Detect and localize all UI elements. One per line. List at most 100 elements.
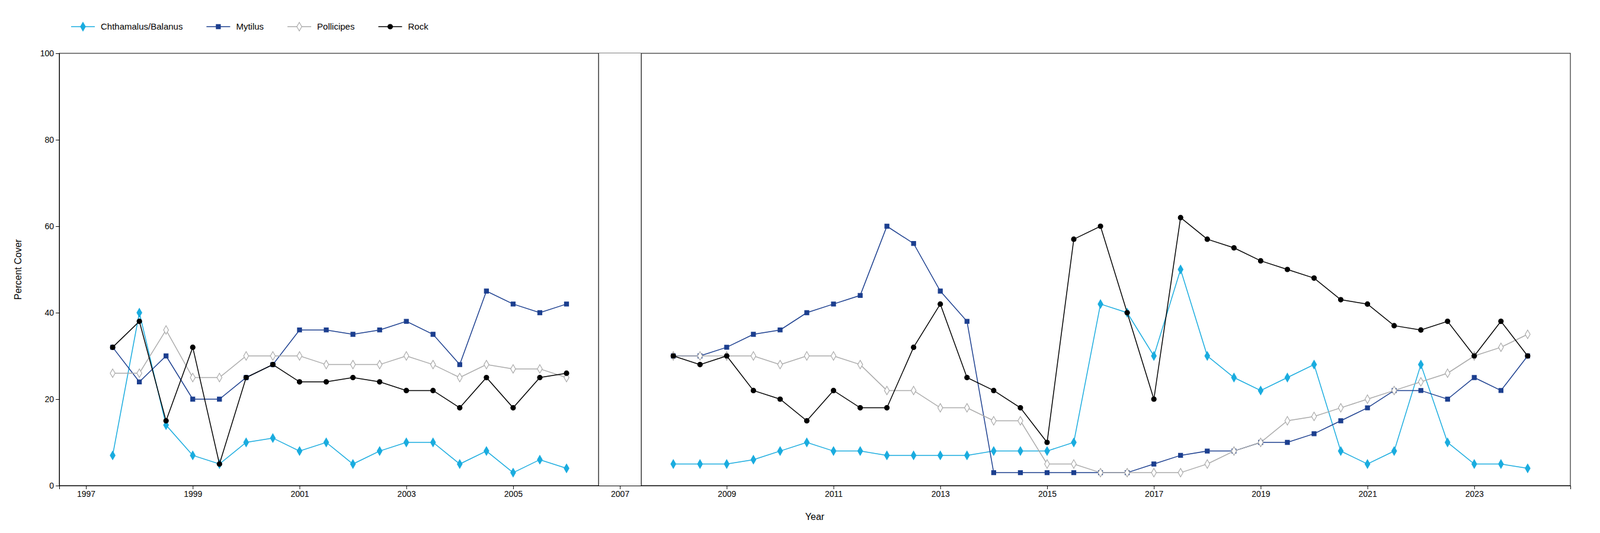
legend-label: Chthamalus/Balanus xyxy=(100,21,183,32)
point xyxy=(670,353,676,359)
point xyxy=(857,360,863,369)
point xyxy=(350,360,355,369)
point xyxy=(804,438,809,447)
line xyxy=(673,269,1528,469)
point xyxy=(190,451,195,460)
point xyxy=(457,373,463,382)
line xyxy=(112,321,567,465)
point xyxy=(296,352,302,361)
tick: 2021 xyxy=(1358,485,1378,499)
tick: 80 xyxy=(44,135,60,145)
point xyxy=(911,451,917,460)
y-axis-title: Percent Cover xyxy=(13,238,24,300)
point xyxy=(1071,459,1077,469)
point xyxy=(750,352,756,361)
point xyxy=(777,397,783,402)
point xyxy=(1525,464,1531,473)
point xyxy=(670,459,676,469)
point xyxy=(1204,352,1210,361)
point xyxy=(1044,471,1049,476)
point xyxy=(858,293,863,298)
point xyxy=(964,451,970,460)
line xyxy=(673,217,1528,443)
point xyxy=(1365,405,1370,411)
point xyxy=(296,379,302,385)
point xyxy=(1178,265,1183,274)
tick-label: 0 xyxy=(49,481,54,491)
point xyxy=(1445,397,1450,402)
point xyxy=(1098,224,1103,229)
gap-edge xyxy=(641,53,642,486)
tick-mark xyxy=(55,139,60,141)
point xyxy=(270,433,275,443)
point xyxy=(484,360,489,369)
point xyxy=(1231,245,1237,251)
point xyxy=(243,352,249,361)
point xyxy=(991,388,997,393)
series xyxy=(110,215,1531,467)
gap-edge xyxy=(597,53,599,486)
point xyxy=(510,468,516,478)
tick: 2001 xyxy=(290,485,309,499)
point xyxy=(1418,388,1423,393)
legend-symbol xyxy=(80,22,86,31)
point xyxy=(430,388,436,393)
point xyxy=(1071,237,1077,242)
tick: 2011 xyxy=(824,485,843,499)
point xyxy=(190,373,195,382)
point xyxy=(911,386,917,395)
point xyxy=(243,375,249,381)
point xyxy=(724,345,729,350)
point xyxy=(324,379,329,385)
tick-label: 2011 xyxy=(824,489,843,499)
point xyxy=(670,352,676,361)
point xyxy=(190,397,195,402)
point xyxy=(697,352,703,361)
series xyxy=(110,265,1531,478)
tick-mark xyxy=(55,53,60,54)
point xyxy=(1018,416,1023,425)
point xyxy=(831,388,837,393)
tick-label: 2009 xyxy=(717,489,736,499)
tick-label: 2023 xyxy=(1465,489,1484,499)
point xyxy=(1472,353,1477,359)
point xyxy=(804,418,809,424)
point xyxy=(110,451,115,460)
point xyxy=(484,446,489,456)
tick-mark xyxy=(55,399,60,400)
point xyxy=(1071,471,1076,476)
point xyxy=(350,332,355,337)
point xyxy=(484,375,489,381)
x-axis: 1997199920012003200520072009201120132015… xyxy=(59,485,1571,499)
point xyxy=(430,332,435,337)
point xyxy=(1472,375,1477,380)
tick: 2003 xyxy=(397,485,416,499)
point xyxy=(1284,267,1290,272)
point xyxy=(1044,459,1050,469)
legend-item: Mytilus xyxy=(206,21,264,32)
point xyxy=(137,379,142,384)
point xyxy=(564,302,569,307)
point xyxy=(911,241,916,246)
point xyxy=(510,365,516,374)
tick: 100 xyxy=(40,48,60,59)
point xyxy=(350,459,355,469)
point xyxy=(564,464,569,473)
y-axis: 020406080100 xyxy=(40,48,60,491)
point xyxy=(858,405,863,411)
point xyxy=(136,319,142,325)
point xyxy=(1178,468,1183,478)
point xyxy=(778,328,783,333)
point xyxy=(1445,319,1451,325)
tick: 2013 xyxy=(931,485,950,499)
tick-label: 2021 xyxy=(1358,489,1378,499)
point xyxy=(190,344,195,350)
legend-item: Chthamalus/Balanus xyxy=(71,21,183,32)
point xyxy=(217,397,222,402)
point xyxy=(964,403,970,412)
point xyxy=(1151,468,1157,478)
point xyxy=(430,360,436,369)
point xyxy=(244,375,249,380)
tick-label: 2015 xyxy=(1038,489,1057,499)
point xyxy=(484,289,489,294)
